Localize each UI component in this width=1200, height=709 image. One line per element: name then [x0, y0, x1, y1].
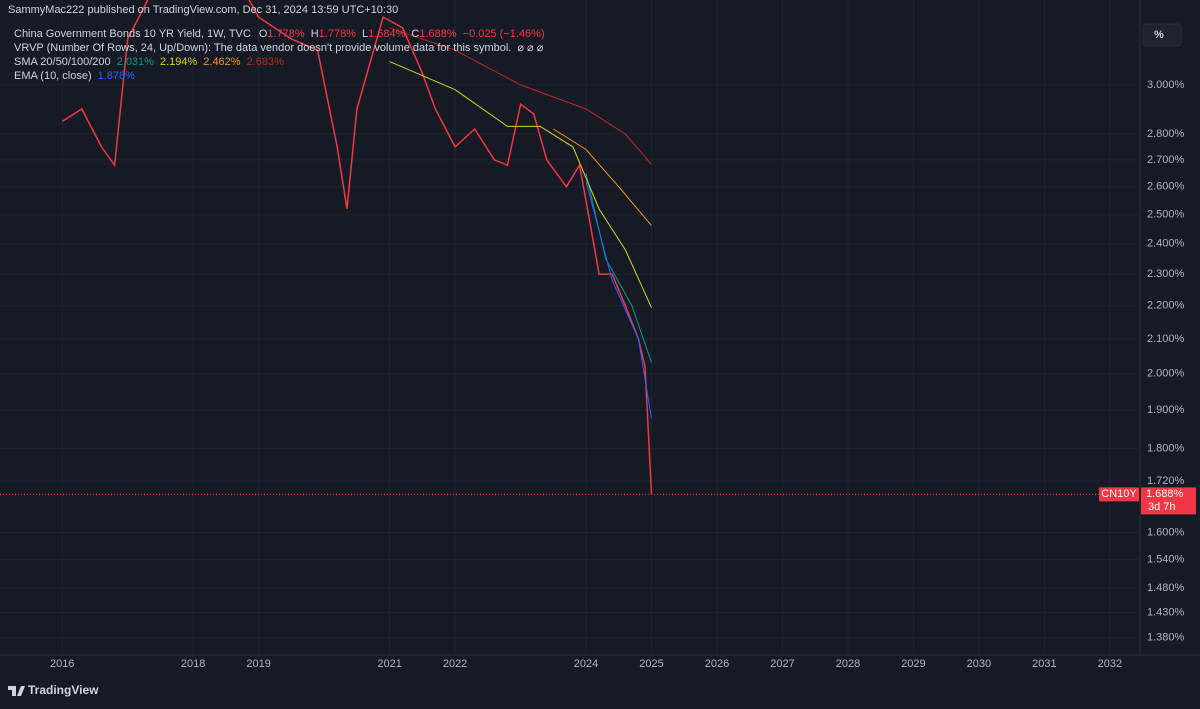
x-tick-label: 2022 — [443, 658, 467, 670]
sma-title: SMA 20/50/100/200 — [14, 56, 111, 68]
y-tick-label: 1.540% — [1147, 554, 1185, 566]
vrvp-icons: ⌀ ⌀ ⌀ — [517, 42, 543, 54]
brand-logo — [8, 686, 25, 696]
x-tick-label: 2031 — [1032, 658, 1056, 670]
x-tick-label: 2030 — [967, 658, 991, 670]
symbol-tag — [1099, 487, 1139, 502]
y-tick-label: 2.200% — [1147, 300, 1185, 312]
series-line — [553, 128, 652, 226]
y-tick-label: 2.800% — [1147, 128, 1185, 140]
indicator-value: 2.194% — [160, 56, 198, 68]
y-tick-label: 1.600% — [1147, 526, 1185, 538]
x-tick-label: 2021 — [377, 658, 401, 670]
ohlc-key: L — [362, 28, 368, 40]
countdown-label: 3d 7h — [1148, 501, 1176, 513]
x-tick-label: 2024 — [574, 658, 598, 670]
y-tick-label: 1.380% — [1147, 632, 1185, 644]
y-tick-label: 1.800% — [1147, 443, 1185, 455]
published-line: SammyMac222 published on TradingView.com… — [8, 4, 398, 16]
y-tick-label: 2.100% — [1147, 333, 1185, 345]
price-tag — [1141, 487, 1196, 515]
ema-title: EMA (10, close) — [14, 70, 92, 82]
y-tick-label: 1.900% — [1147, 404, 1185, 416]
ohlc-key: H — [311, 28, 319, 40]
y-tick-label: 3.000% — [1147, 79, 1185, 91]
y-tick-label: 1.720% — [1147, 475, 1185, 487]
unit-button[interactable] — [1142, 23, 1182, 47]
y-tick-label: 2.000% — [1147, 367, 1185, 379]
axes: 3.000% 2.800% 2.700% 2.600% 2.500% 2.400% 2.30… — [50, 79, 1185, 670]
indicator-value: 2.031% — [117, 56, 155, 68]
unit-button-label[interactable]: % — [1154, 29, 1164, 41]
symbol-tag-label: CN10Y — [1101, 488, 1137, 500]
series-line — [585, 181, 652, 419]
y-tick-label: 2.300% — [1147, 268, 1185, 280]
legend-vrvp: VRVP (Number Of Rows, 24, Up/Down): The … — [14, 42, 544, 54]
ohlc-value: 1.778% — [319, 28, 357, 40]
ohlc-key: O — [259, 28, 268, 40]
series-line — [389, 61, 652, 308]
ohlc-value: 1.684% — [368, 28, 406, 40]
brand-name: TradingView — [28, 683, 99, 697]
x-tick-label: 2029 — [901, 658, 925, 670]
y-tick-label: 2.500% — [1147, 209, 1185, 221]
series-line — [61, 0, 653, 495]
ohlc-value: 1.778% — [267, 28, 305, 40]
price-tag-label: 1.688% — [1146, 488, 1184, 500]
plot — [0, 0, 1140, 495]
indicator-value: 2.462% — [203, 56, 241, 68]
legend-ema: EMA (10, close) 1.878% — [14, 70, 135, 82]
x-tick-label: 2032 — [1098, 658, 1122, 670]
x-tick-label: 2026 — [705, 658, 729, 670]
x-tick-label: 2016 — [50, 658, 74, 670]
y-tick-label: 1.480% — [1147, 582, 1185, 594]
x-tick-label: 2019 — [246, 658, 270, 670]
series-line — [389, 27, 652, 165]
y-tick-label: 2.600% — [1147, 181, 1185, 193]
x-tick-label: 2018 — [181, 658, 205, 670]
ohlc-key: C — [411, 28, 419, 40]
change-value: −0.025 (−1.46%) — [463, 28, 545, 40]
y-tick-label: 1.430% — [1147, 606, 1185, 618]
indicator-value: 2.683% — [247, 56, 285, 68]
y-tick-label: 2.700% — [1147, 154, 1185, 166]
x-tick-label: 2028 — [836, 658, 860, 670]
vrvp-text: VRVP (Number Of Rows, 24, Up/Down): The … — [14, 42, 511, 54]
ohlc-value: 1.688% — [419, 28, 457, 40]
legend-sma: SMA 20/50/100/200 2.031% 2.194% 2.462% 2.683… — [14, 56, 284, 68]
series-line — [585, 173, 652, 363]
x-tick-label: 2027 — [770, 658, 794, 670]
legend-main: China Government Bonds 10 YR Yield, 1W, … — [14, 28, 545, 40]
grid — [0, 0, 1140, 655]
indicator-value: 1.878% — [98, 70, 136, 82]
y-tick-label: 2.400% — [1147, 238, 1185, 250]
legend-title: China Government Bonds 10 YR Yield, 1W, … — [14, 28, 251, 40]
x-tick-label: 2025 — [639, 658, 663, 670]
